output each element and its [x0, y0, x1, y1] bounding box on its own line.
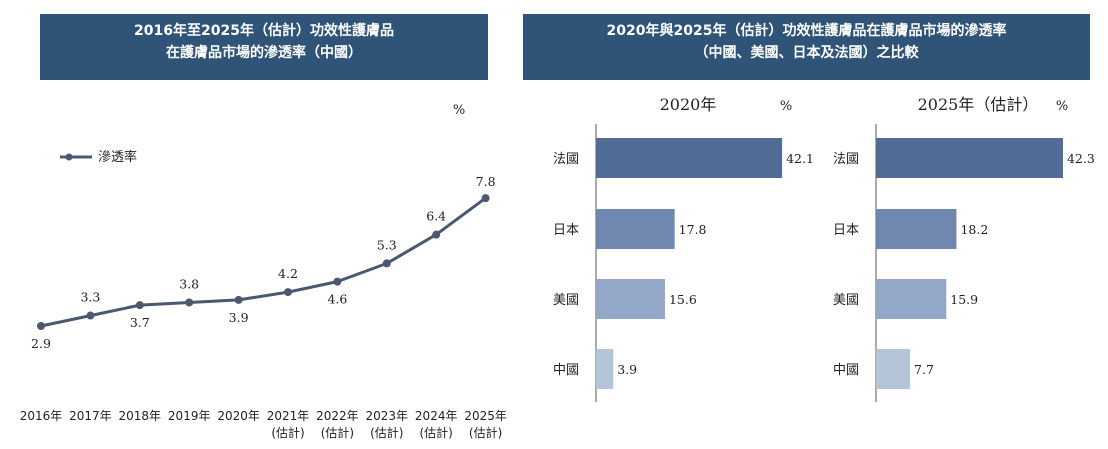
x-tick-label-4-0: 2020年 — [217, 409, 260, 423]
bar-2-3 — [876, 349, 911, 389]
data-label-4: 3.9 — [229, 310, 249, 325]
bar-unit-label-1: % — [780, 99, 792, 114]
bar-category-label-2-3: 中國 — [833, 363, 859, 378]
bar-value-label-2-1: 18.2 — [960, 222, 988, 237]
data-point-2 — [135, 301, 144, 310]
data-point-3 — [185, 298, 194, 307]
data-point-9 — [481, 194, 490, 203]
bar-chart-title-1: 2020年 — [660, 95, 717, 114]
bar-value-label-1-2: 15.6 — [669, 292, 697, 307]
data-label-8: 6.4 — [426, 209, 446, 224]
left-title-line-1: 2016年至2025年（估計）功效性護膚品 — [134, 23, 394, 39]
bar-unit-label-2: % — [1056, 99, 1068, 114]
data-label-2: 3.7 — [130, 315, 150, 330]
bar-2-0 — [876, 138, 1063, 178]
x-tick-label-3-0: 2019年 — [168, 409, 211, 423]
data-point-4 — [234, 295, 243, 304]
data-point-6 — [333, 277, 342, 286]
data-point-7 — [382, 259, 391, 268]
data-label-7: 5.3 — [377, 237, 397, 252]
x-tick-label-5-1: (估計) — [271, 425, 304, 440]
data-point-1 — [86, 311, 95, 320]
legend-marker — [65, 153, 73, 161]
x-tick-label-9-1: (估計) — [469, 425, 502, 440]
x-tick-label-5-0: 2021年 — [267, 409, 310, 423]
x-tick-label-7-1: (估計) — [370, 425, 403, 440]
bar-category-label-1-1: 日本 — [553, 223, 579, 238]
bar-value-label-1-3: 3.9 — [617, 362, 637, 377]
bar-1-2 — [596, 279, 665, 319]
x-tick-label-0-0: 2016年 — [20, 409, 63, 423]
left-chart-title: 2016年至2025年（估計）功效性護膚品 在護膚品市場的滲透率（中國） — [40, 14, 488, 80]
right-title-line-2: （中國、美國、日本及法國）之比較 — [694, 45, 919, 61]
bar-value-label-2-0: 42.3 — [1067, 151, 1095, 166]
x-tick-label-6-1: (估計) — [321, 425, 354, 440]
bar-2-1 — [876, 209, 957, 249]
bar-category-label-2-2: 美國 — [833, 293, 859, 308]
bar-chart-title-2: 2025年（估計） — [918, 95, 1039, 114]
bar-value-label-1-1: 17.8 — [679, 222, 707, 237]
data-label-6: 4.6 — [327, 292, 347, 307]
bar-1-1 — [596, 209, 675, 249]
x-tick-label-7-0: 2023年 — [366, 409, 409, 423]
x-tick-label-8-0: 2024年 — [415, 409, 458, 423]
x-tick-label-9-0: 2025年 — [464, 409, 507, 423]
legend-label: 滲透率 — [98, 149, 137, 165]
x-tick-label-6-0: 2022年 — [316, 409, 359, 423]
bar-category-label-1-0: 法國 — [553, 152, 579, 167]
bar-1-0 — [596, 138, 783, 178]
penetration-line — [40, 196, 487, 328]
bar-category-label-1-2: 美國 — [553, 293, 579, 308]
data-point-5 — [284, 288, 292, 297]
bar-category-label-1-3: 中國 — [553, 363, 579, 378]
bar-value-label-2-2: 15.9 — [950, 292, 978, 307]
data-label-5: 4.2 — [278, 266, 298, 281]
bar-value-label-2-3: 7.7 — [914, 362, 934, 377]
data-point-8 — [432, 230, 441, 239]
bar-2-2 — [876, 279, 947, 319]
data-label-0: 2.9 — [31, 336, 51, 351]
x-tick-label-8-1: (估計) — [420, 425, 453, 440]
data-point-0 — [37, 322, 45, 330]
right-title-line-1: 2020年與2025年（估計）功效性護膚品在護膚品市場的滲透率 — [606, 23, 1007, 39]
bar-1-3 — [596, 349, 614, 389]
bar-category-label-2-1: 日本 — [833, 223, 859, 238]
x-tick-label-1-0: 2017年 — [69, 409, 112, 423]
data-label-9: 7.8 — [476, 174, 496, 189]
x-tick-label-2-0: 2018年 — [119, 409, 162, 423]
bar-value-label-1-0: 42.1 — [786, 151, 814, 166]
bar-category-label-2-0: 法國 — [833, 152, 859, 167]
data-label-1: 3.3 — [80, 290, 100, 305]
data-label-3: 3.8 — [179, 277, 199, 292]
left-unit-label: % — [453, 103, 465, 118]
right-chart-title: 2020年與2025年（估計）功效性護膚品在護膚品市場的滲透率 （中國、美國、日… — [523, 14, 1090, 80]
left-title-line-2: 在護膚品市場的滲透率（中國） — [166, 45, 362, 61]
